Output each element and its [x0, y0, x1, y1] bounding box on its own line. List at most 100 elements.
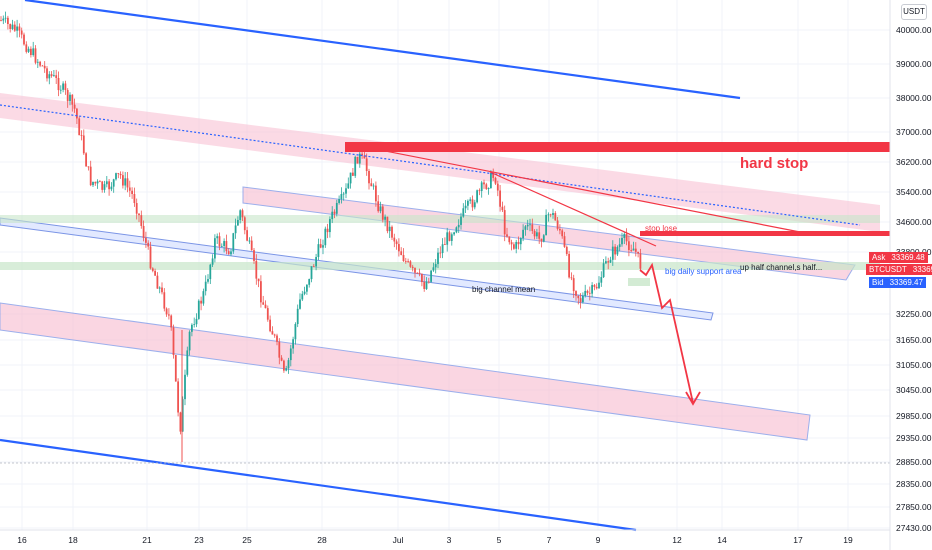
candle-body — [358, 153, 361, 164]
candle-body — [117, 173, 120, 174]
candle-body — [616, 247, 619, 255]
candle-body — [352, 172, 354, 176]
y-tick-label: 27430.00 — [896, 523, 932, 533]
candle-body — [547, 214, 550, 216]
x-tick-label: 16 — [17, 535, 27, 545]
candle-body — [128, 187, 131, 191]
symbol-label: BTCUSDT — [866, 264, 910, 275]
candle-body — [253, 250, 255, 261]
candle-body — [425, 281, 428, 289]
candle-body — [552, 213, 554, 215]
daily-support-box — [628, 278, 650, 286]
candle-body — [577, 295, 580, 299]
candle-body — [398, 244, 400, 252]
candle-body — [536, 232, 538, 237]
candle-body — [168, 314, 170, 316]
candle-body — [260, 281, 262, 303]
candle-body — [209, 264, 212, 280]
candle-body — [437, 252, 439, 265]
candle-body — [174, 355, 177, 382]
candle-body — [94, 181, 97, 184]
candle-body — [473, 202, 476, 208]
candle-body — [103, 184, 106, 190]
x-tick-label: 18 — [68, 535, 78, 545]
candle-body — [292, 339, 294, 349]
candle-body — [462, 208, 465, 217]
candle-body — [526, 224, 529, 227]
candle-body — [625, 233, 628, 242]
x-tick-label: 17 — [793, 535, 803, 545]
candle-body — [119, 173, 122, 176]
lower-channel-line — [0, 438, 637, 532]
candle-body — [23, 34, 25, 45]
candle-body — [264, 304, 267, 309]
candle-body — [184, 374, 186, 400]
candle-body — [540, 238, 543, 242]
candle-body — [457, 224, 460, 228]
candle-body — [287, 360, 290, 369]
candle-body — [135, 203, 138, 214]
candle-body — [278, 341, 281, 358]
candle-body — [71, 94, 74, 105]
candle-body — [393, 237, 396, 242]
candle-body — [418, 272, 421, 274]
candle-body — [133, 193, 136, 204]
candle-body — [430, 270, 432, 282]
candle-body — [147, 242, 150, 247]
hard-stop-label: hard stop — [740, 155, 808, 172]
candle-body — [220, 246, 223, 247]
candle-body — [508, 236, 511, 243]
candle-body — [639, 253, 642, 269]
candle-body — [363, 155, 366, 159]
candle-body — [409, 261, 412, 267]
candle-body — [503, 210, 506, 235]
x-tick-label: 3 — [447, 535, 452, 545]
y-tick-label: 31650.00 — [896, 335, 932, 345]
green-support-band-lower — [0, 262, 880, 270]
candle-body — [377, 201, 380, 212]
candle-body — [439, 252, 442, 254]
daily-support-label: big daily support area — [665, 267, 742, 276]
candle-body — [407, 261, 409, 262]
y-tick-label: 39000.00 — [896, 59, 932, 69]
candle-body — [487, 188, 490, 189]
candle-body — [156, 275, 159, 289]
candle-body — [273, 334, 276, 336]
candle-body — [308, 279, 311, 285]
candle-body — [607, 261, 610, 263]
up-half-channel-label: up half channel,s half... — [740, 263, 822, 272]
candle-body — [39, 61, 41, 66]
candle-body — [108, 181, 110, 190]
candle-body — [361, 153, 363, 156]
candle-body — [579, 298, 582, 303]
bid-value: 33369.47 — [886, 277, 926, 288]
candle-body — [225, 241, 228, 252]
candle-body — [227, 251, 230, 255]
candle-body — [296, 308, 299, 325]
candlesticks — [0, 11, 642, 462]
candle-body — [41, 65, 44, 67]
candle-body — [142, 225, 145, 238]
candle-body — [469, 199, 472, 201]
candle-body — [506, 234, 508, 237]
candle-body — [388, 226, 391, 232]
candle-body — [531, 224, 534, 231]
y-tick-label: 29850.00 — [896, 411, 932, 421]
candle-body — [561, 230, 564, 237]
candle-body — [80, 135, 83, 136]
candle-body — [92, 181, 94, 186]
candle-body — [200, 300, 202, 304]
candle-body — [322, 245, 324, 248]
candle-body — [416, 272, 419, 274]
currency-unit-label[interactable]: USDT — [901, 4, 927, 20]
candle-body — [483, 182, 485, 185]
candle-body — [246, 230, 248, 241]
mid-pink-channel — [242, 186, 856, 281]
y-tick-label: 27850.00 — [896, 502, 932, 512]
y-tick-label: 28350.00 — [896, 479, 932, 489]
candle-body — [202, 291, 205, 304]
candle-body — [207, 279, 209, 282]
